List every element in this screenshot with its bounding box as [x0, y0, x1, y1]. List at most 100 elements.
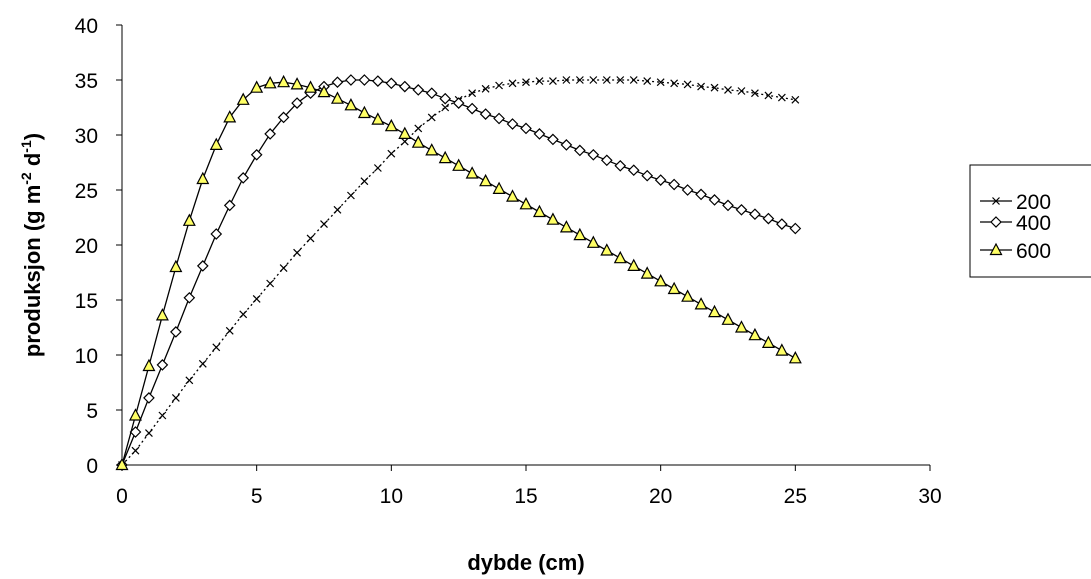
data-point-600 [182, 213, 196, 226]
data-point-200 [185, 376, 194, 385]
data-point-600 [398, 126, 412, 139]
data-point-600 [155, 308, 169, 321]
x-marker-stroke [629, 76, 638, 84]
data-point-600 [209, 137, 223, 150]
data-point-400 [762, 212, 775, 225]
data-point-600 [142, 358, 156, 372]
data-point-600 [708, 304, 722, 318]
x-tick-label: 5 [251, 485, 263, 508]
data-point-200 [414, 124, 423, 133]
data-point-600 [640, 266, 654, 279]
data-point-600 [506, 189, 520, 202]
x-tick-label: 30 [918, 485, 941, 508]
data-point-400 [547, 133, 559, 146]
data-point-600 [465, 166, 479, 179]
data-point-200 [724, 85, 732, 94]
x-marker-stroke [602, 76, 611, 84]
data-point-600 [479, 173, 493, 187]
data-point-600 [263, 76, 277, 89]
data-point-200 [333, 205, 342, 214]
y-axis-title-end: ) [20, 133, 45, 140]
data-point-400 [170, 326, 182, 338]
data-point-400 [506, 118, 519, 130]
data-point-200 [360, 177, 369, 186]
data-point-600 [384, 118, 398, 132]
data-point-200 [279, 264, 288, 273]
data-point-200 [306, 234, 315, 243]
data-point-600 [411, 135, 425, 148]
data-point-200 [171, 393, 180, 402]
x-marker-stroke [616, 76, 625, 84]
data-point-400 [358, 74, 371, 86]
series-400 [116, 74, 802, 471]
data-point-200 [400, 137, 409, 146]
data-point-400 [479, 108, 492, 120]
data-point-600 [586, 235, 600, 248]
data-point-600 [236, 92, 250, 105]
x-marker-stroke [992, 197, 1000, 205]
data-point-400 [129, 426, 142, 438]
data-point-600 [613, 250, 627, 264]
data-point-400 [574, 144, 586, 157]
data-point-200 [751, 89, 759, 98]
x-marker-stroke [347, 191, 355, 200]
x-marker-stroke [683, 80, 692, 89]
data-point-400 [681, 184, 694, 196]
y-tick-label: 10 [75, 345, 98, 368]
data-point-200 [535, 77, 544, 86]
data-point-600 [734, 320, 748, 333]
x-tick-label: 25 [784, 485, 807, 508]
x-marker-stroke [710, 83, 719, 92]
x-marker-stroke [293, 248, 301, 257]
data-point-200 [198, 359, 207, 368]
data-point-200 [266, 279, 275, 288]
data-point-600 [290, 77, 304, 90]
x-marker-stroke [643, 77, 652, 86]
y-axis-title-sup1: -2 [18, 172, 34, 185]
data-point-200 [737, 87, 746, 95]
data-point-600 [694, 297, 708, 310]
data-point-200 [602, 76, 611, 84]
x-marker-stroke [239, 310, 248, 319]
x-marker-stroke [751, 89, 759, 98]
data-point-600 [452, 158, 466, 171]
data-point-400 [668, 178, 680, 191]
data-point-600 [330, 91, 344, 104]
x-tick-label: 20 [649, 485, 672, 508]
data-point-600 [425, 143, 439, 156]
data-point-600 [559, 220, 573, 233]
legend-label: 400 [1016, 212, 1051, 235]
y-tick-label: 30 [75, 125, 98, 148]
x-marker-stroke [737, 87, 746, 95]
series-layer [115, 74, 802, 471]
x-marker-stroke [481, 84, 490, 93]
y-axis-title: produksjon (g m-2 d-1) [18, 133, 45, 357]
x-marker-stroke [508, 79, 517, 88]
data-point-400 [237, 172, 250, 184]
data-point-600 [519, 197, 533, 210]
data-point-400 [412, 84, 425, 96]
x-marker-stroke [212, 343, 221, 352]
x-marker-stroke [535, 77, 544, 86]
data-point-600 [304, 80, 318, 93]
x-marker-stroke [252, 294, 261, 303]
x-marker-stroke [522, 78, 530, 87]
x-marker-stroke [360, 177, 369, 186]
data-point-600 [277, 74, 291, 88]
series-600 [115, 74, 802, 471]
y-axis-title-base: produksjon (g m [20, 185, 45, 357]
data-point-600 [371, 112, 385, 125]
legend-item-600: 600 [980, 240, 1051, 263]
data-point-200 [575, 76, 584, 84]
data-point-400 [196, 260, 209, 272]
data-point-200 [629, 76, 638, 84]
data-point-600 [573, 227, 587, 241]
data-point-200 [145, 429, 153, 438]
data-point-200 [212, 343, 221, 352]
data-point-200 [158, 411, 167, 420]
data-point-600 [196, 171, 210, 185]
data-point-400 [789, 222, 802, 235]
data-point-400 [223, 199, 236, 212]
